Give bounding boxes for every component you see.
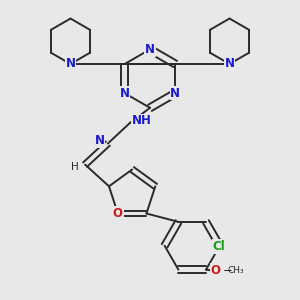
Text: NH: NH bbox=[132, 114, 152, 127]
Text: N: N bbox=[95, 134, 105, 147]
Text: H: H bbox=[71, 162, 79, 172]
Text: N: N bbox=[170, 87, 180, 100]
Text: N: N bbox=[224, 58, 235, 70]
Text: N: N bbox=[145, 43, 155, 56]
Text: CH₃: CH₃ bbox=[228, 266, 244, 275]
Text: −: − bbox=[223, 264, 233, 277]
Text: N: N bbox=[120, 87, 130, 100]
Text: N: N bbox=[65, 58, 76, 70]
Text: O: O bbox=[211, 264, 221, 277]
Text: Cl: Cl bbox=[212, 240, 225, 253]
Text: O: O bbox=[113, 207, 123, 220]
